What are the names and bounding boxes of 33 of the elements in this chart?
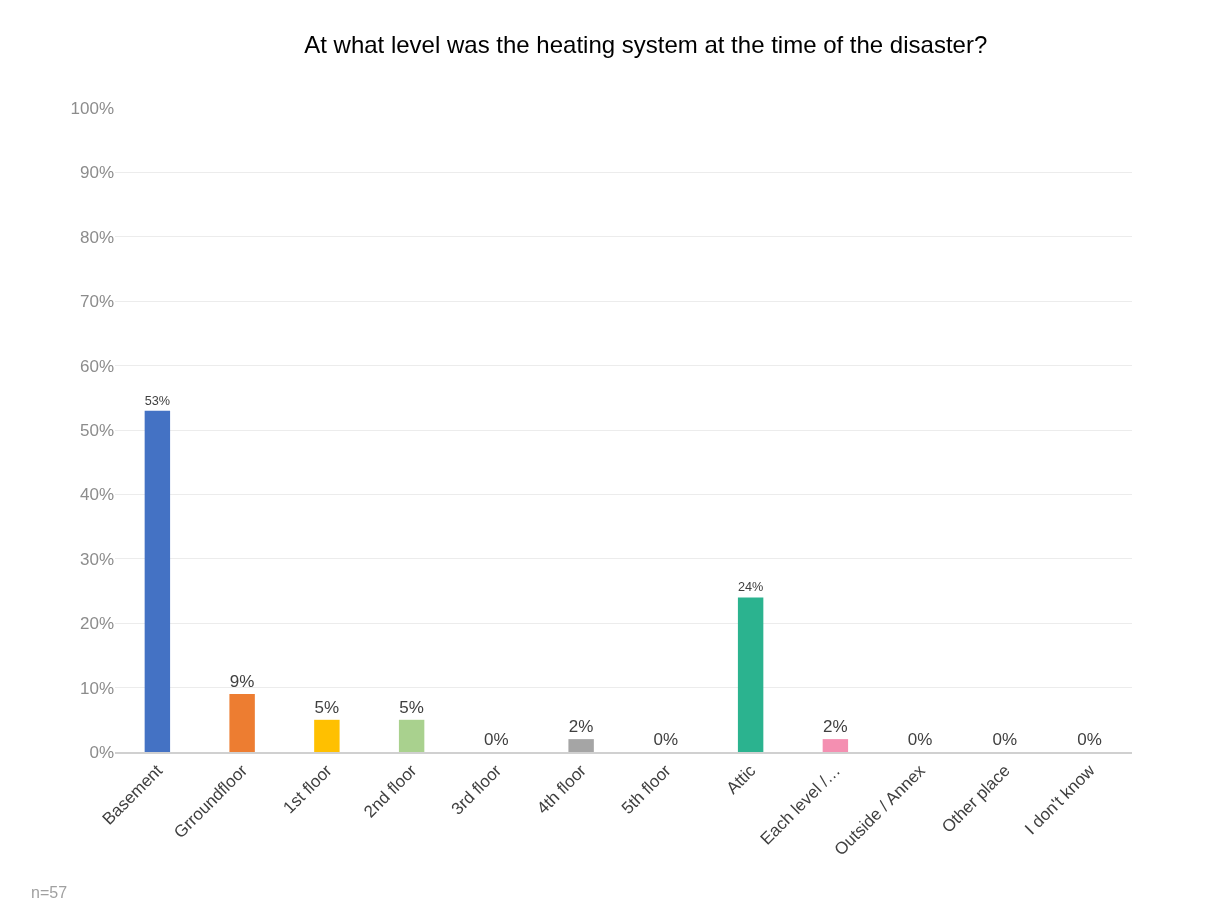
bar bbox=[314, 719, 340, 752]
data-label: 0% bbox=[1077, 730, 1102, 749]
data-label: 0% bbox=[907, 730, 933, 749]
y-tick-label: 30% bbox=[79, 549, 114, 569]
text: n=57 bbox=[31, 884, 68, 901]
x-tick-label: Attic bbox=[722, 760, 760, 798]
data-label: 53% bbox=[144, 393, 171, 408]
data-label: 5% bbox=[314, 697, 340, 717]
bar bbox=[229, 694, 255, 752]
bar bbox=[568, 739, 594, 752]
y-tick-label: 60% bbox=[79, 356, 114, 376]
data-label: 24% bbox=[737, 580, 764, 595]
y-tick-label: 20% bbox=[79, 614, 114, 634]
y-tick-label: 10% bbox=[79, 678, 114, 698]
data-label: 2% bbox=[568, 717, 594, 737]
data-label: 9% bbox=[229, 672, 255, 692]
data-label: 5% bbox=[399, 697, 424, 717]
y-tick-label: 90% bbox=[79, 163, 114, 183]
y-tick-label: 100% bbox=[70, 98, 114, 118]
y-tick-label: 0% bbox=[89, 742, 114, 762]
bar bbox=[398, 719, 425, 752]
bar bbox=[144, 410, 171, 752]
data-label: 0% bbox=[992, 730, 1018, 749]
bar bbox=[822, 739, 849, 752]
chart-title: At what level was the heating system at the time of the disaster? bbox=[304, 31, 988, 59]
y-tick-label: 50% bbox=[79, 420, 114, 440]
data-label: 0% bbox=[484, 730, 509, 749]
y-tick-label: 40% bbox=[79, 485, 114, 505]
data-label: 2% bbox=[823, 717, 848, 737]
y-tick-label: 70% bbox=[79, 292, 114, 312]
data-label: 0% bbox=[653, 730, 679, 749]
bar bbox=[737, 597, 764, 752]
y-tick-label: 80% bbox=[79, 227, 114, 247]
